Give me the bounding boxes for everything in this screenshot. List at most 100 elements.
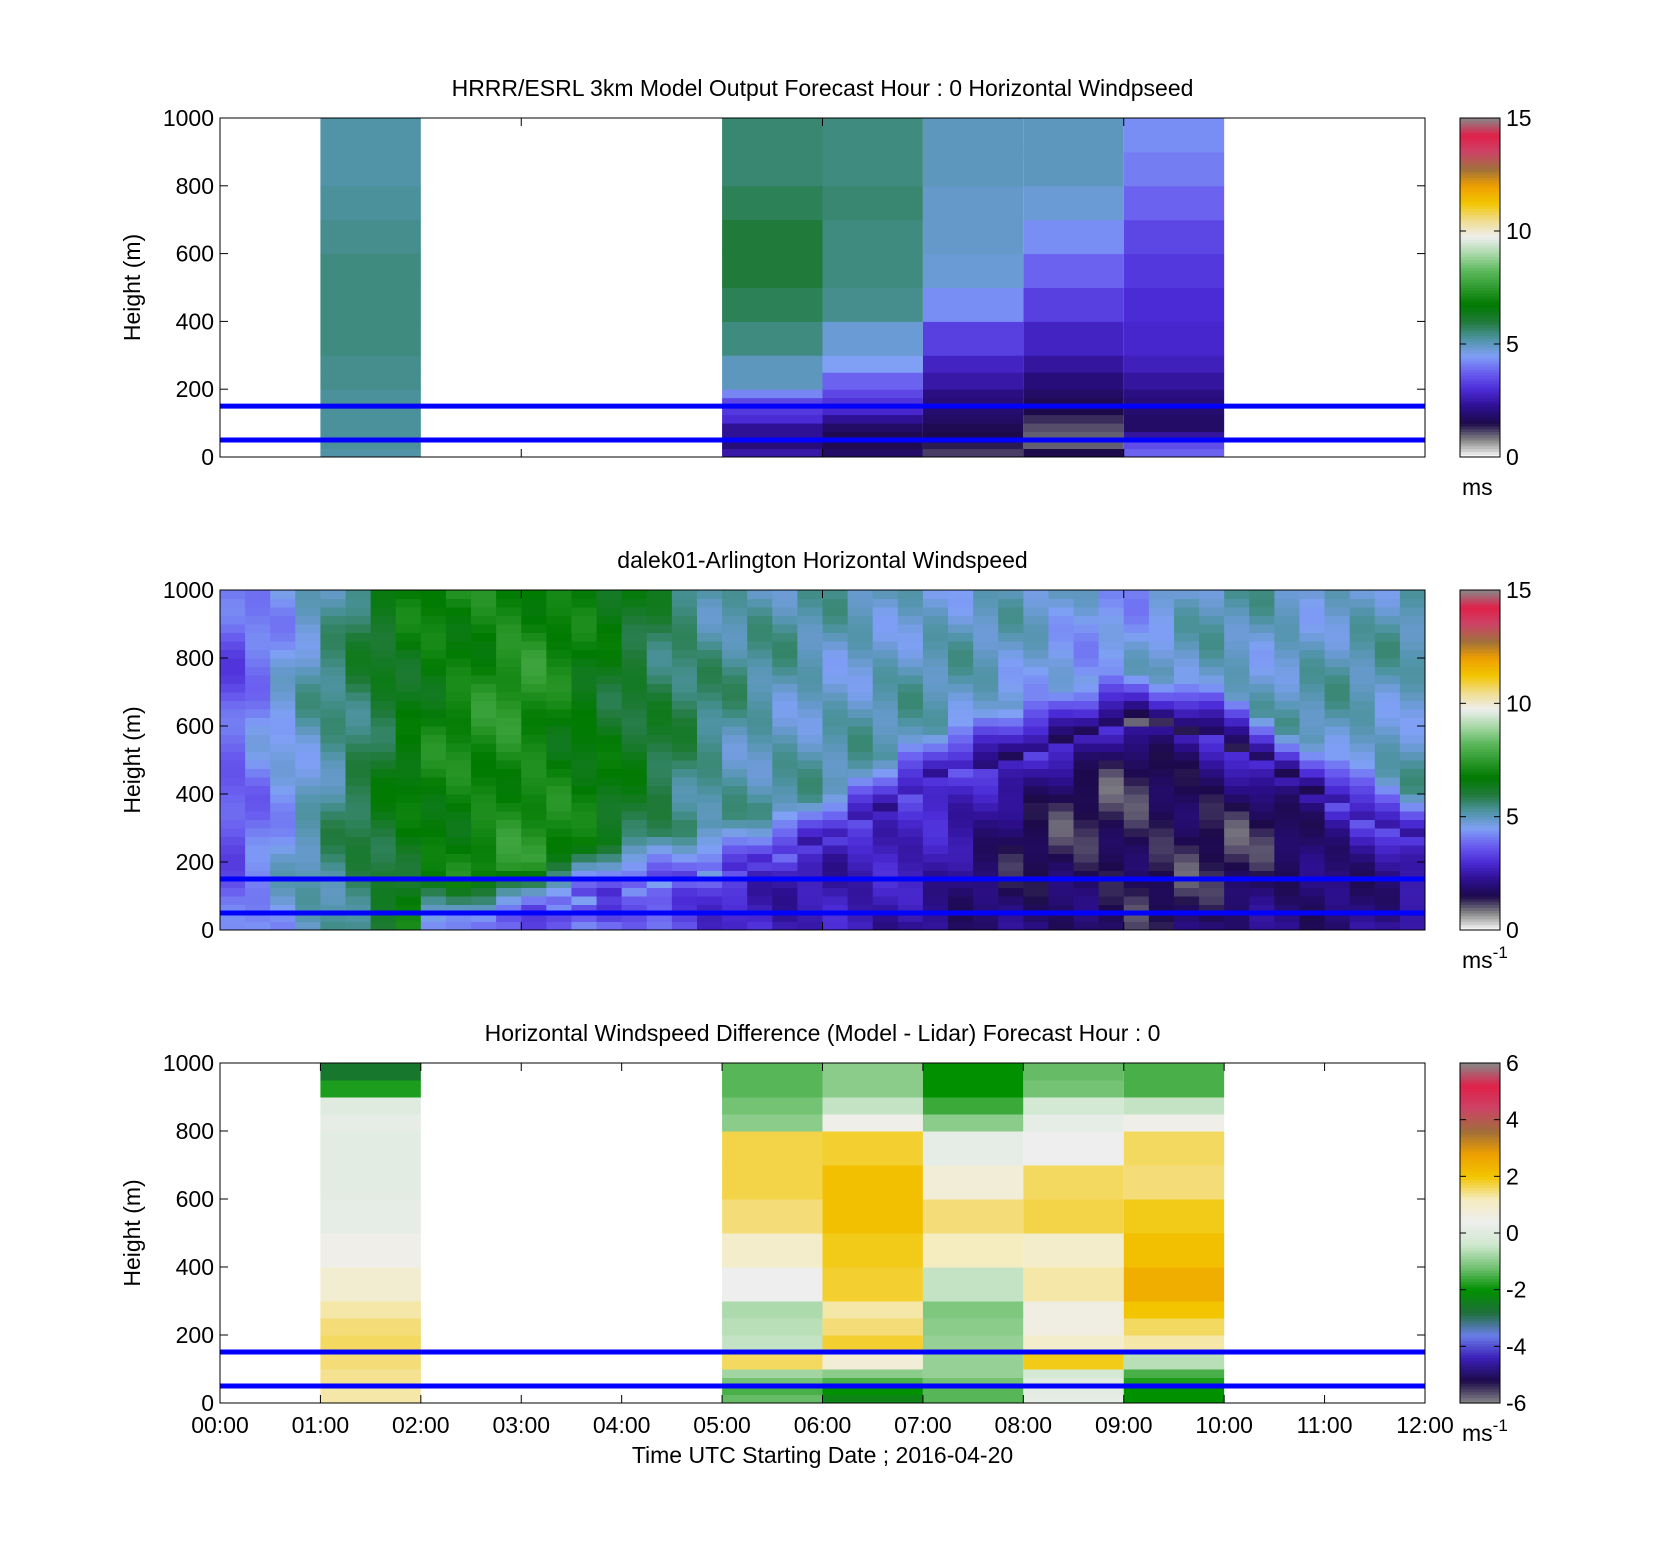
heatmap-cell — [646, 879, 673, 888]
heatmap-cell — [646, 658, 673, 667]
heatmap-cell — [671, 743, 698, 752]
colorbar-segment — [1460, 771, 1500, 775]
heatmap-cell — [772, 870, 798, 880]
colorbar-segment — [1460, 1261, 1500, 1265]
heatmap-cell — [646, 641, 673, 650]
heatmap-cell — [395, 904, 422, 914]
heatmap-cell — [948, 913, 974, 922]
heatmap-cell — [471, 615, 497, 625]
heatmap-cell — [571, 709, 598, 718]
heatmap-cell — [270, 598, 296, 608]
heatmap-cell — [722, 1267, 823, 1302]
heatmap-cell — [471, 802, 497, 812]
heatmap-cell — [1324, 794, 1351, 803]
colorbar-segment — [1460, 737, 1500, 741]
colorbar-segment — [1460, 346, 1500, 351]
y-tick-label: 1000 — [163, 105, 214, 131]
heatmap-cell — [897, 913, 924, 922]
heatmap-cell — [621, 666, 648, 676]
colorbar-segment — [1460, 185, 1500, 190]
heatmap-cell — [270, 607, 296, 616]
colorbar-segment — [1460, 134, 1500, 139]
heatmap-cell — [521, 904, 547, 914]
colorbar-segment — [1460, 372, 1500, 376]
heatmap-cell — [822, 1097, 923, 1115]
heatmap-cell — [621, 811, 648, 820]
heatmap-cell — [822, 1165, 923, 1200]
heatmap-cell — [1324, 743, 1351, 752]
heatmap-cell — [722, 896, 748, 905]
heatmap-cell — [1173, 632, 1200, 642]
heatmap-cell — [1274, 845, 1300, 854]
heatmap-cell — [370, 717, 397, 727]
heatmap-cell — [596, 896, 623, 905]
heatmap-cell — [1324, 717, 1351, 727]
heatmap-cell — [973, 836, 999, 846]
heatmap-cell — [571, 870, 598, 880]
heatmap-cell — [345, 700, 372, 710]
heatmap-cell — [922, 777, 949, 786]
heatmap-cell — [295, 862, 321, 871]
heatmap-cell — [948, 666, 974, 676]
heatmap-cell — [1199, 743, 1225, 752]
heatmap-cell — [471, 666, 497, 676]
heatmap-cell — [1023, 607, 1049, 616]
heatmap-cell — [671, 700, 698, 710]
heatmap-cell — [822, 431, 923, 441]
colorbar-segment — [1460, 754, 1500, 758]
heatmap-cell — [1249, 734, 1275, 744]
heatmap-cell — [847, 777, 874, 786]
heatmap-cell — [747, 717, 773, 727]
heatmap-cell — [922, 1335, 1024, 1353]
heatmap-cell — [1349, 836, 1376, 846]
colorbar-segment — [1460, 1340, 1500, 1345]
heatmap-cell — [646, 913, 673, 922]
heatmap-cell — [822, 675, 849, 684]
colorbar-segment — [1460, 731, 1500, 736]
heatmap-cell — [1399, 649, 1426, 659]
heatmap-cell — [797, 862, 823, 871]
heatmap-cell — [220, 913, 246, 922]
heatmap-cell — [1374, 785, 1401, 795]
heatmap-cell — [496, 921, 522, 931]
colorbar-tick-label: 0 — [1506, 1220, 1519, 1246]
heatmap-cell — [671, 624, 698, 633]
heatmap-cell — [722, 768, 748, 778]
heatmap-cell — [1374, 879, 1401, 888]
heatmap-cell — [395, 896, 422, 905]
heatmap-cell — [220, 794, 246, 803]
heatmap-cell — [922, 870, 949, 880]
colorbar-segment — [1460, 1377, 1500, 1381]
colorbar-segment — [1460, 1218, 1500, 1223]
colorbar-segment — [1460, 1088, 1500, 1092]
heatmap-cell — [646, 836, 673, 846]
heatmap-cell — [420, 870, 447, 880]
heatmap-cell — [747, 811, 773, 820]
heatmap-cell — [1023, 1267, 1124, 1302]
heatmap-cell — [245, 777, 271, 786]
heatmap-cell — [1324, 862, 1351, 871]
heatmap-cell — [320, 615, 347, 625]
heatmap-cell — [847, 760, 874, 769]
heatmap-cell — [1098, 853, 1125, 863]
heatmap-cell — [897, 734, 924, 744]
colorbar-segment — [1460, 1400, 1500, 1404]
heatmap-cell — [295, 590, 321, 599]
colorbar-segment — [1460, 1179, 1500, 1183]
heatmap-cell — [395, 819, 422, 829]
heatmap-cell — [395, 870, 422, 880]
heatmap-cell — [948, 624, 974, 633]
heatmap-cell — [1349, 641, 1376, 650]
heatmap-cell — [621, 921, 648, 931]
heatmap-cell — [546, 658, 572, 667]
heatmap-cell — [922, 921, 949, 931]
heatmap-cell — [571, 777, 598, 786]
heatmap-cell — [1073, 726, 1100, 735]
heatmap-cell — [1173, 615, 1200, 625]
heatmap-cell — [1073, 777, 1100, 786]
heatmap-cell — [345, 607, 372, 616]
heatmap-cell — [772, 887, 798, 897]
heatmap-cell — [1274, 743, 1300, 752]
heatmap-cell — [747, 853, 773, 863]
